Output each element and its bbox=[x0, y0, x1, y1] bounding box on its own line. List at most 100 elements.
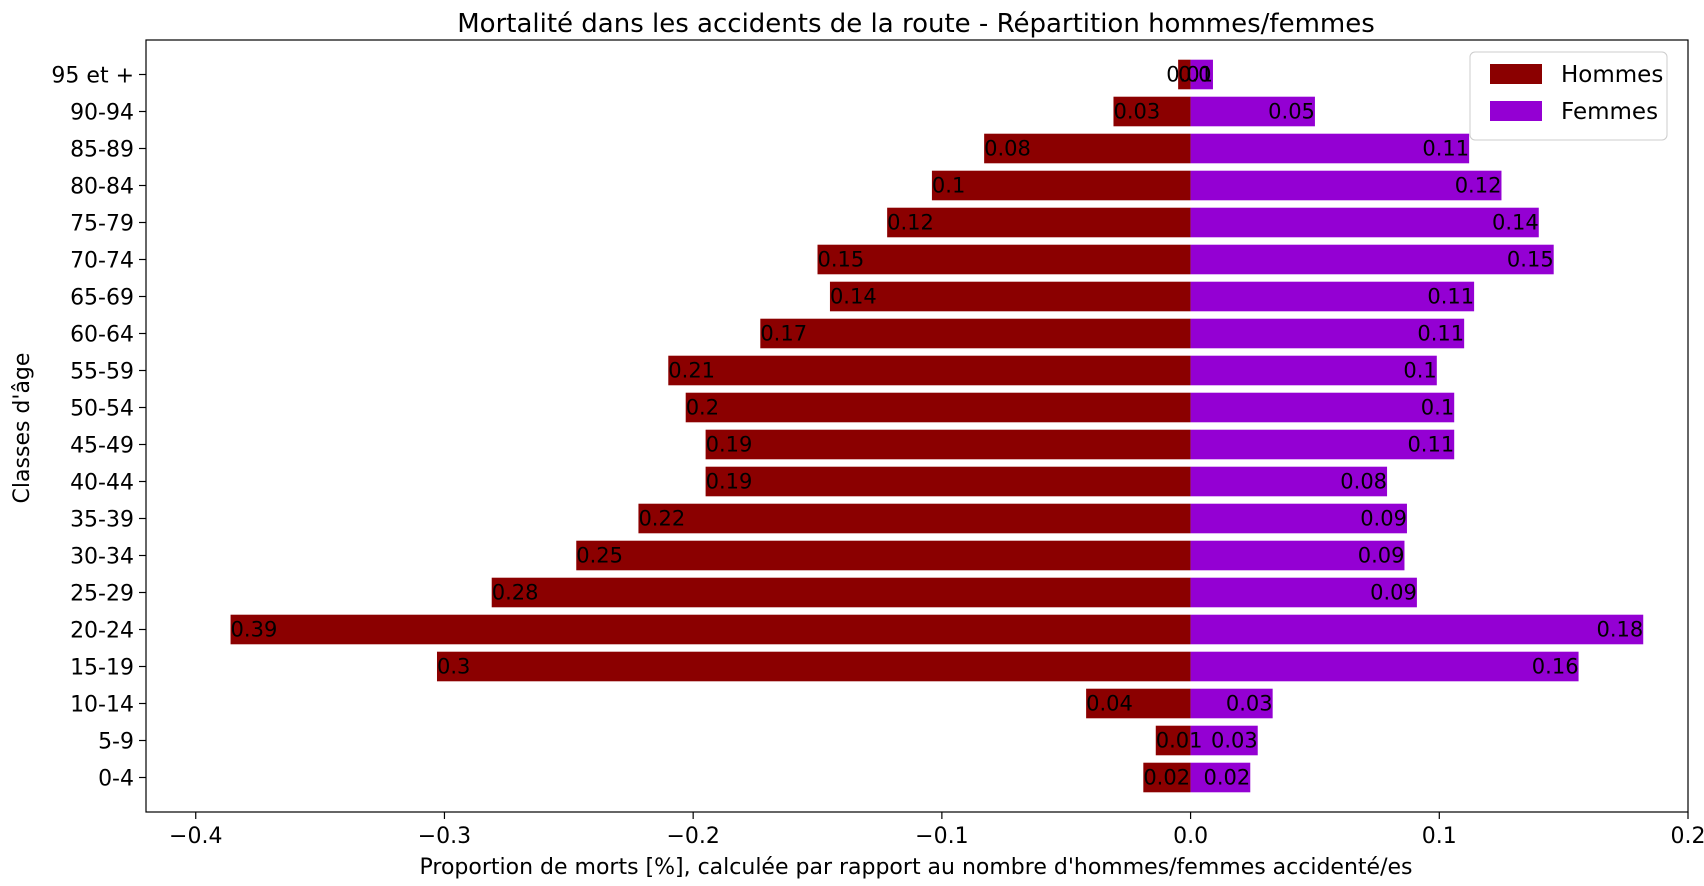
bar-femmes-65-69 bbox=[1190, 281, 1475, 312]
bar-femmes-15-19 bbox=[1190, 651, 1579, 682]
x-tick-label: −0.1 bbox=[915, 824, 968, 849]
data-label-hommes-80-84: 0.1 bbox=[932, 174, 965, 198]
bar-hommes-35-39 bbox=[638, 503, 1191, 534]
data-label-hommes-85-89: 0.08 bbox=[984, 137, 1031, 161]
y-tick-label-50-54: 50-54 bbox=[70, 397, 134, 422]
data-label-femmes-0-4: 0.02 bbox=[1204, 766, 1251, 790]
x-axis: −0.4 −0.3 −0.2 −0.1 0.0 0.1 0.2 bbox=[169, 812, 1704, 849]
data-labels-layer: 0.020.010.040.30.390.280.250.220.190.190… bbox=[231, 63, 1644, 790]
y-tick-label-45-49: 45-49 bbox=[70, 434, 134, 459]
data-label-hommes-15-19: 0.3 bbox=[437, 655, 470, 679]
bar-hommes-50-54 bbox=[685, 392, 1191, 423]
data-label-femmes-10-14: 0.03 bbox=[1226, 692, 1273, 716]
y-tick-label-55-59: 55-59 bbox=[70, 360, 134, 385]
data-label-femmes-15-19: 0.16 bbox=[1532, 655, 1579, 679]
bar-hommes-30-34 bbox=[576, 540, 1191, 571]
data-label-femmes-65-69: 0.11 bbox=[1427, 285, 1474, 309]
x-axis-title: Proportion de morts [%], calculée par ra… bbox=[420, 855, 1413, 880]
bar-hommes-5-9 bbox=[1155, 725, 1191, 756]
bar-femmes-45-49 bbox=[1190, 429, 1455, 460]
bar-femmes-50-54 bbox=[1190, 392, 1455, 423]
bar-hommes-75-79 bbox=[887, 207, 1191, 238]
data-label-hommes-5-9: 0.01 bbox=[1156, 729, 1203, 753]
x-tick-label: −0.4 bbox=[169, 824, 222, 849]
bar-hommes-10-14 bbox=[1086, 688, 1191, 719]
bar-femmes-70-74 bbox=[1190, 244, 1554, 275]
plot-frame bbox=[145, 39, 1689, 813]
data-label-femmes-40-44: 0.08 bbox=[1340, 470, 1387, 494]
data-label-hommes-95 et +: 0.0 bbox=[1178, 63, 1211, 87]
data-label-hommes-20-24: 0.39 bbox=[231, 618, 278, 642]
y-tick-label-20-24: 20-24 bbox=[70, 619, 134, 644]
data-label-femmes-25-29: 0.09 bbox=[1370, 581, 1417, 605]
data-label-hommes-35-39: 0.22 bbox=[638, 507, 685, 531]
legend-label-hommes: Hommes bbox=[1561, 62, 1663, 88]
data-label-femmes-5-9: 0.03 bbox=[1211, 729, 1258, 753]
y-axis: 0-4 5-9 10-14 15-19 20-24 25-29 30-34 35-39 40-4… bbox=[51, 64, 146, 792]
data-label-hommes-0-4: 0.02 bbox=[1143, 766, 1190, 790]
bars-layer bbox=[230, 59, 1644, 793]
bar-femmes-40-44 bbox=[1190, 466, 1388, 497]
bar-hommes-80-84 bbox=[931, 170, 1191, 201]
data-label-femmes-35-39: 0.09 bbox=[1360, 507, 1407, 531]
data-label-femmes-50-54: 0.1 bbox=[1421, 396, 1454, 420]
bar-hommes-95 et + bbox=[1178, 59, 1191, 90]
y-tick-label-80-84: 80-84 bbox=[70, 175, 134, 200]
x-tick-label: 0.0 bbox=[1173, 824, 1208, 849]
bar-femmes-95 et + bbox=[1190, 59, 1213, 90]
bar-femmes-20-24 bbox=[1190, 614, 1644, 645]
bar-hommes-60-64 bbox=[760, 318, 1191, 349]
data-label-femmes-60-64: 0.11 bbox=[1417, 322, 1464, 346]
bar-hommes-40-44 bbox=[705, 466, 1191, 497]
chart-title: Mortalité dans les accidents de la route… bbox=[457, 9, 1375, 39]
data-label-femmes-55-59: 0.1 bbox=[1403, 359, 1436, 383]
bar-femmes-85-89 bbox=[1190, 133, 1470, 164]
data-label-femmes-80-84: 0.12 bbox=[1455, 174, 1502, 198]
data-label-hommes-25-29: 0.28 bbox=[492, 581, 539, 605]
bar-hommes-70-74 bbox=[817, 244, 1191, 275]
bar-hommes-90-94 bbox=[1113, 96, 1191, 127]
data-label-hommes-70-74: 0.15 bbox=[818, 248, 865, 272]
legend-swatch-hommes bbox=[1490, 64, 1542, 84]
bar-femmes-75-79 bbox=[1190, 207, 1539, 238]
y-tick-label-40-44: 40-44 bbox=[70, 471, 134, 496]
legend-label-femmes: Femmes bbox=[1561, 99, 1658, 125]
bar-femmes-80-84 bbox=[1190, 170, 1502, 201]
data-label-femmes-85-89: 0.11 bbox=[1422, 137, 1469, 161]
y-tick-label-65-69: 65-69 bbox=[70, 286, 134, 311]
data-label-hommes-65-69: 0.14 bbox=[830, 285, 877, 309]
bar-femmes-90-94 bbox=[1190, 96, 1315, 127]
bar-femmes-30-34 bbox=[1190, 540, 1405, 571]
bar-femmes-0-4 bbox=[1190, 762, 1251, 793]
data-label-hommes-60-64: 0.17 bbox=[760, 322, 807, 346]
y-tick-label-15-19: 15-19 bbox=[70, 656, 134, 681]
bar-hommes-25-29 bbox=[491, 577, 1191, 608]
data-label-femmes-30-34: 0.09 bbox=[1358, 544, 1405, 568]
y-tick-label-95 et +: 95 et + bbox=[51, 64, 134, 89]
y-tick-label-90-94: 90-94 bbox=[70, 101, 134, 126]
x-tick-label: 0.2 bbox=[1671, 824, 1704, 849]
y-tick-label-30-34: 30-34 bbox=[70, 545, 134, 570]
y-tick-label-60-64: 60-64 bbox=[70, 323, 134, 348]
data-label-hommes-55-59: 0.21 bbox=[668, 359, 715, 383]
y-axis-title: Classes d'âge bbox=[10, 353, 35, 504]
data-label-hommes-90-94: 0.03 bbox=[1113, 100, 1160, 124]
y-tick-label-0-4: 0-4 bbox=[98, 767, 134, 792]
x-tick-label: 0.1 bbox=[1422, 824, 1457, 849]
y-tick-label-5-9: 5-9 bbox=[98, 730, 134, 755]
y-tick-label-70-74: 70-74 bbox=[70, 249, 134, 274]
bar-hommes-55-59 bbox=[668, 355, 1191, 386]
data-label-hommes-30-34: 0.25 bbox=[576, 544, 623, 568]
y-tick-label-35-39: 35-39 bbox=[70, 508, 134, 533]
bar-hommes-65-69 bbox=[829, 281, 1191, 312]
bar-hommes-0-4 bbox=[1143, 762, 1191, 793]
legend-swatch-femmes bbox=[1490, 101, 1542, 121]
x-tick-label: −0.2 bbox=[666, 824, 719, 849]
y-tick-label-75-79: 75-79 bbox=[70, 212, 134, 237]
data-label-femmes-70-74: 0.15 bbox=[1507, 248, 1554, 272]
bar-femmes-10-14 bbox=[1190, 688, 1273, 719]
x-tick-label: −0.3 bbox=[418, 824, 471, 849]
data-label-femmes-95 et +: 0.01 bbox=[1166, 63, 1213, 87]
bar-femmes-60-64 bbox=[1190, 318, 1465, 349]
